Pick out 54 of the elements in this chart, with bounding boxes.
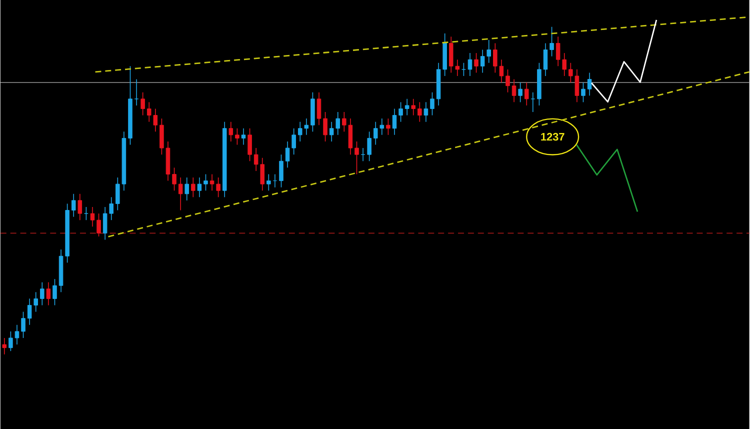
candlestick xyxy=(354,140,359,174)
candlestick xyxy=(550,26,554,57)
candlestick xyxy=(587,72,592,96)
candlestick xyxy=(241,128,246,145)
candlestick xyxy=(178,176,183,210)
candlestick xyxy=(292,128,296,155)
candlestick xyxy=(524,82,529,106)
candlestick xyxy=(392,108,397,136)
candlestick xyxy=(84,206,88,220)
candlestick xyxy=(430,92,434,116)
candlestick xyxy=(2,337,7,355)
candlestick xyxy=(96,212,101,237)
candlestick xyxy=(404,98,410,116)
candlestick xyxy=(285,140,290,168)
candlestick xyxy=(228,121,234,142)
candlestick xyxy=(367,131,372,162)
candlestick xyxy=(316,92,322,126)
candlestick xyxy=(172,167,176,191)
candlestick xyxy=(21,311,26,338)
candlestick xyxy=(40,282,44,306)
candlestick xyxy=(506,68,510,93)
candlestick xyxy=(581,82,586,102)
candlestick xyxy=(398,102,403,122)
candlestick xyxy=(78,193,82,220)
candlestick xyxy=(474,52,478,73)
candlestick xyxy=(140,92,145,116)
candlestick xyxy=(462,62,466,76)
candlestick xyxy=(279,154,284,188)
candlestick xyxy=(518,82,522,102)
candlestick xyxy=(191,176,196,198)
candlestick xyxy=(248,128,252,162)
candlestick xyxy=(418,102,422,122)
candlestick xyxy=(512,78,516,102)
candlestick xyxy=(160,118,164,155)
candlestick xyxy=(204,174,208,191)
candlestick xyxy=(210,174,214,191)
candlestick xyxy=(197,176,202,198)
candlestick xyxy=(8,330,13,352)
candlestick xyxy=(266,174,271,191)
candlestick xyxy=(543,42,548,76)
candlestick xyxy=(46,282,51,306)
candlestick xyxy=(52,278,57,306)
candlestick xyxy=(90,206,95,227)
annotation: 1237 xyxy=(541,132,564,140)
candlestick xyxy=(468,52,472,76)
candlestick xyxy=(386,118,390,136)
candlestick xyxy=(216,176,220,198)
candlestick xyxy=(14,324,20,345)
candlestick xyxy=(411,98,416,116)
candlestick xyxy=(424,102,428,122)
candlestick xyxy=(235,128,240,145)
candlestick xyxy=(71,193,76,218)
candlestick xyxy=(184,176,189,201)
candlestick xyxy=(323,111,328,142)
